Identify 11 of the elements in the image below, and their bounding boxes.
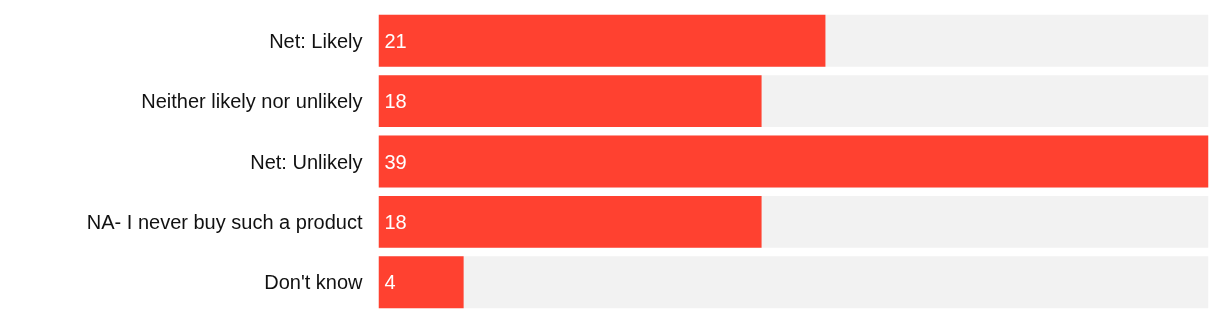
y-tick-label: Net: Unlikely xyxy=(250,150,363,173)
data-label: 21 xyxy=(384,29,407,52)
data-label: 39 xyxy=(384,150,407,173)
y-tick-label: Don't know xyxy=(264,271,364,294)
y-tick-label: NA- I never buy such a product xyxy=(86,210,363,233)
data-label: 4 xyxy=(384,271,396,294)
bar xyxy=(378,256,464,309)
y-tick-label: Neither likely nor unlikely xyxy=(141,90,363,113)
data-label: 18 xyxy=(384,210,407,233)
y-tick-label: Net: Likely xyxy=(269,29,363,52)
data-label: 18 xyxy=(384,90,407,113)
